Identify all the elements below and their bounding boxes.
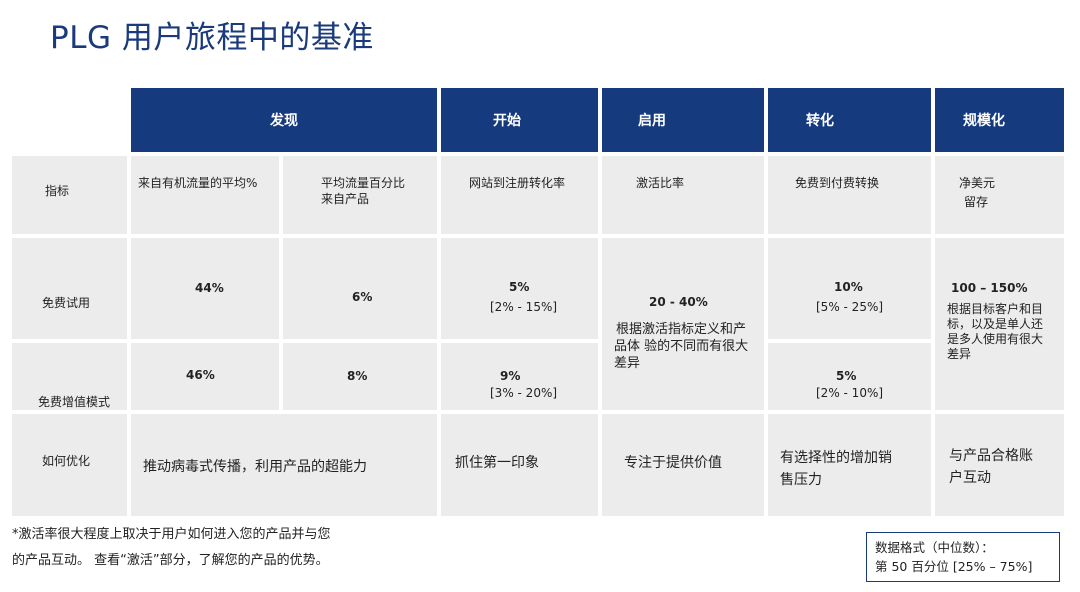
cell-freemium-product: 8% <box>283 343 437 410</box>
optimize-discover-text: 推动病毒式传播，利用产品的超能力 <box>143 459 367 475</box>
optimize-activate-text: 专注于提供价值 <box>624 455 722 471</box>
cell-metric-ndr: 净美元 留存 <box>935 156 1064 234</box>
metric-ndr-line1: 净美元 <box>959 176 996 190</box>
cell-freemium-organic: 46% <box>131 343 279 410</box>
header-start-label: 开始 <box>493 113 521 129</box>
header-start: 开始 <box>441 88 598 152</box>
metric-signup-conversion: 网站到注册转化率 <box>469 176 566 190</box>
metric-organic-traffic: 来自有机流量的平均% <box>138 176 258 190</box>
metric-ndr-line2: 留存 <box>964 195 989 209</box>
freemium-signup-range: [3% - 20%] <box>490 386 558 400</box>
cell-optimize-convert: 有选择性的增加销 售压力 <box>768 414 931 516</box>
freemium-label: 免费增值模式 <box>38 395 111 409</box>
activation-range-value: 20 - 40% <box>649 295 708 309</box>
footnote-line1: *激活率很大程度上取决于用户如何进入您的产品并与您 <box>12 527 331 542</box>
ndr-note-line1: 根据目标客户和目 <box>947 302 1044 316</box>
cell-freemium-convert: 5% [2% - 10%] <box>768 343 931 410</box>
free-trial-convert-value: 10% <box>834 280 863 294</box>
metric-label: 指标 <box>45 184 70 198</box>
optimize-convert-line2: 售压力 <box>780 472 822 488</box>
cell-optimize-discover: 推动病毒式传播，利用产品的超能力 <box>131 414 437 516</box>
row-label-free-trial: 免费试用 <box>12 238 127 339</box>
metric-product-traffic-line1: 平均流量百分比 <box>321 176 406 190</box>
row-label-optimize: 如何优化 <box>12 414 127 516</box>
page-title: PLG 用户旅程中的基准 <box>50 20 374 56</box>
cell-free-trial-signup: 5% [2% - 15%] <box>441 238 598 339</box>
footnote-line2: 的产品互动。 查看“激活”部分，了解您的产品的优势。 <box>12 553 329 568</box>
header-scale: 规模化 <box>935 88 1064 152</box>
optimize-scale-line1: 与产品合格账 <box>949 448 1033 464</box>
cell-metric-convert: 免费到付费转换 <box>768 156 931 234</box>
header-discover: 发现 <box>131 88 437 152</box>
cell-metric-activation: 激活比率 <box>602 156 764 234</box>
ndr-range-value: 100 – 150% <box>951 281 1028 295</box>
ndr-note-line4: 差异 <box>947 347 972 361</box>
freemium-convert-value: 5% <box>836 369 857 383</box>
data-format-legend: 数据格式（中位数）： 第 50 百分位 [25% – 75%] <box>866 532 1060 582</box>
metric-free-to-paid: 免费到付费转换 <box>795 176 880 190</box>
header-activate: 启用 <box>602 88 764 152</box>
free-trial-convert-range: [5% - 25%] <box>816 300 884 314</box>
metric-activation-rate: 激活比率 <box>636 176 685 190</box>
freemium-product-value: 8% <box>347 369 368 383</box>
row-label-metric: 指标 <box>12 156 127 234</box>
header-activate-label: 启用 <box>638 113 666 129</box>
freemium-signup-value: 9% <box>500 369 521 383</box>
cell-optimize-start: 抓住第一印象 <box>441 414 598 516</box>
cell-free-trial-product: 6% <box>283 238 437 339</box>
legend-line2: 第 50 百分位 [25% – 75%] <box>875 559 1033 574</box>
free-trial-label: 免费试用 <box>42 296 91 310</box>
activation-note-line3: 差异 <box>614 356 641 371</box>
ndr-note-line3: 是多人使用有很大 <box>947 332 1044 346</box>
activation-note-line1: 根据激活指标定义和产 <box>616 322 747 337</box>
optimize-start-text: 抓住第一印象 <box>455 455 539 471</box>
cell-metric-product: 平均流量百分比 来自产品 <box>283 156 437 234</box>
cell-optimize-scale: 与产品合格账 户互动 <box>935 414 1064 516</box>
header-discover-label: 发现 <box>270 113 298 129</box>
cell-freemium-signup: 9% [3% - 20%] <box>441 343 598 410</box>
cell-metric-organic: 来自有机流量的平均% <box>131 156 279 234</box>
activation-note-line2: 品体 验的不同而有很大 <box>614 339 749 354</box>
cell-free-trial-convert: 10% [5% - 25%] <box>768 238 931 339</box>
optimize-convert-line1: 有选择性的增加销 <box>780 450 892 466</box>
cell-free-trial-organic: 44% <box>131 238 279 339</box>
freemium-organic-value: 46% <box>186 368 215 382</box>
metric-product-traffic-line2: 来自产品 <box>321 192 370 206</box>
free-trial-signup-value: 5% <box>509 280 530 294</box>
row-label-freemium: 免费增值模式 <box>12 343 127 410</box>
header-convert: 转化 <box>768 88 931 152</box>
cell-metric-signup: 网站到注册转化率 <box>441 156 598 234</box>
header-scale-label: 规模化 <box>963 113 1005 129</box>
optimize-label: 如何优化 <box>42 454 91 468</box>
legend-line1: 数据格式（中位数）： <box>875 540 994 555</box>
cell-optimize-activate: 专注于提供价值 <box>602 414 764 516</box>
ndr-note-line2: 标，以及是单人还 <box>947 317 1044 331</box>
cell-ndr-merged: 100 – 150% 根据目标客户和目 标，以及是单人还 是多人使用有很大 差异 <box>935 238 1064 410</box>
header-convert-label: 转化 <box>806 113 834 129</box>
freemium-convert-range: [2% - 10%] <box>816 386 884 400</box>
free-trial-organic-value: 44% <box>195 281 224 295</box>
optimize-scale-line2: 户互动 <box>949 470 991 486</box>
cell-activation-merged: 20 - 40% 根据激活指标定义和产 品体 验的不同而有很大 差异 <box>602 238 764 410</box>
free-trial-product-value: 6% <box>352 290 373 304</box>
free-trial-signup-range: [2% - 15%] <box>490 300 558 314</box>
